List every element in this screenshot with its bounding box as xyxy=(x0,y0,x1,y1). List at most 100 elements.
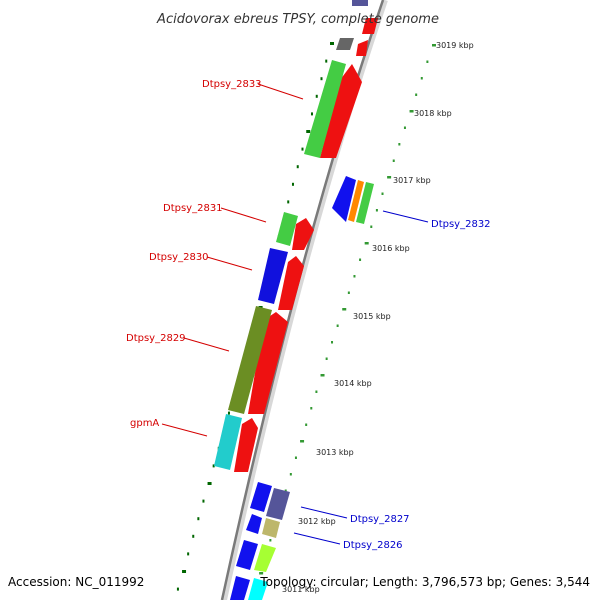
inner-tick-mark xyxy=(310,407,313,410)
gene-red-block xyxy=(234,418,258,472)
genome-backbone xyxy=(221,0,388,600)
gene-leader-line xyxy=(220,207,267,223)
gene-olive-block xyxy=(228,306,272,414)
gene-label: Dtpsy_2831 xyxy=(163,203,223,214)
gene-red-block xyxy=(292,218,314,250)
map-title: Acidovorax ebreus TPSY, complete genome xyxy=(156,12,439,27)
gene-leader-line xyxy=(257,83,304,100)
gene-leader-line xyxy=(161,423,208,437)
inner-tick-mark xyxy=(432,44,436,47)
kbp-tick-label: 3014 kbp xyxy=(334,379,372,388)
gene-leader-line xyxy=(183,337,230,352)
gene-blue-block xyxy=(246,514,262,534)
inner-tick-mark xyxy=(269,539,272,542)
outer-tick-mark xyxy=(207,482,212,485)
gene-gray-block xyxy=(336,38,354,50)
inner-tick-mark xyxy=(300,440,305,443)
gene-blue-block xyxy=(250,482,272,512)
kbp-tick-label: 3019 kbp xyxy=(436,41,474,50)
outer-tick-mark xyxy=(187,552,190,556)
gene-labels: Dtpsy_2833 Dtpsy_2832 Dtpsy_2831 Dtpsy_2830… xyxy=(126,79,491,551)
gene-leader-line xyxy=(382,210,429,223)
gene-red-block xyxy=(362,18,378,34)
inner-tick-mark xyxy=(403,126,406,129)
outer-tick-mark xyxy=(301,147,304,151)
gene-blue-block xyxy=(332,176,356,222)
outer-tick-mark xyxy=(197,517,200,521)
gene-red-block xyxy=(356,40,368,56)
gene-label: Dtpsy_2827 xyxy=(350,514,410,525)
other-genes xyxy=(214,0,374,600)
tick-labels: 3019 kbp 3018 kbp 3017 kbp 3016 kbp 3015 kbp… xyxy=(282,41,474,594)
inner-tick-mark xyxy=(426,60,429,63)
gene-blue-block xyxy=(230,576,250,600)
outer-tick-mark xyxy=(176,587,179,591)
gene-label: Dtpsy_2833 xyxy=(202,79,262,90)
outer-tick-mark xyxy=(296,165,299,169)
gene-red-block xyxy=(278,256,304,310)
outer-tick-mark xyxy=(287,200,290,204)
outer-tick-mark xyxy=(182,570,187,573)
inner-tick-mark xyxy=(381,192,384,195)
inner-tick-mark xyxy=(387,176,392,179)
kbp-tick-label: 3017 kbp xyxy=(393,176,431,185)
gene-red-block xyxy=(248,312,288,414)
outer-tick-mark xyxy=(202,499,205,503)
inner-tick-mark xyxy=(342,308,347,311)
inner-tick-mark xyxy=(284,489,287,492)
genome-summary-text: Topology: circular; Length: 3,796,573 bp… xyxy=(259,575,590,589)
gene-label: Dtpsy_2830 xyxy=(149,252,209,263)
gene-green-block xyxy=(276,212,298,246)
inner-tick-mark xyxy=(305,423,308,426)
outer-tick-mark xyxy=(192,534,195,538)
inner-tick-mark xyxy=(336,324,339,327)
inner-tick-mark xyxy=(370,225,373,228)
inner-tick-mark xyxy=(420,77,423,80)
inner-tick-mark xyxy=(289,473,292,476)
gene-cyan-block xyxy=(214,414,242,470)
outer-tick-mark xyxy=(315,94,318,98)
outer-tick-mark xyxy=(227,411,230,415)
inner-tick-mark xyxy=(315,390,318,393)
inner-tick-mark xyxy=(364,242,369,245)
inner-tick-mark xyxy=(259,572,264,575)
outer-tick-mark xyxy=(291,182,294,186)
inner-tick-mark xyxy=(392,159,395,162)
gene-khaki-block xyxy=(262,518,280,538)
inner-tick-mark xyxy=(331,341,334,344)
kbp-tick-label: 3016 kbp xyxy=(372,244,410,253)
gene-label: Dtpsy_2829 xyxy=(126,333,186,344)
outer-tick-mark xyxy=(306,130,311,133)
gene-label: gpmA xyxy=(130,418,159,429)
outer-tick-mark xyxy=(212,464,215,468)
gene-green-block xyxy=(304,60,346,158)
outer-tick-mark xyxy=(325,59,328,63)
gene-label: Dtpsy_2826 xyxy=(343,540,403,551)
outer-tick-mark xyxy=(330,42,334,45)
gene-slate-block xyxy=(266,488,290,520)
gene-green-block xyxy=(356,182,374,224)
gene-lime-block xyxy=(254,544,276,572)
inner-tick-mark xyxy=(415,93,418,96)
inner-tick-mark xyxy=(398,143,401,146)
forward-genes xyxy=(234,18,378,472)
gene-label: Dtpsy_2832 xyxy=(431,219,491,230)
kbp-tick-label: 3013 kbp xyxy=(316,448,354,457)
gene-orange-block xyxy=(348,180,364,222)
accession-text: Accession: NC_011992 xyxy=(8,575,144,589)
gene-red-block xyxy=(320,64,362,158)
kbp-tick-label: 3012 kbp xyxy=(298,517,336,526)
gene-slate-block xyxy=(352,0,368,6)
kbp-tick-label: 3011 kbp xyxy=(282,585,320,594)
inner-tick-mark xyxy=(347,291,350,294)
gene-blue-block xyxy=(236,540,258,570)
kbp-tick-label: 3015 kbp xyxy=(353,312,391,321)
outer-tick-mark xyxy=(320,77,323,81)
gene-leader-line xyxy=(206,256,253,271)
gene-blue-block xyxy=(258,248,288,304)
inner-tick-mark xyxy=(353,275,356,278)
inner-tick-mark xyxy=(359,258,362,261)
inner-tick-mark xyxy=(320,374,325,377)
inner-tick-mark xyxy=(325,357,328,360)
